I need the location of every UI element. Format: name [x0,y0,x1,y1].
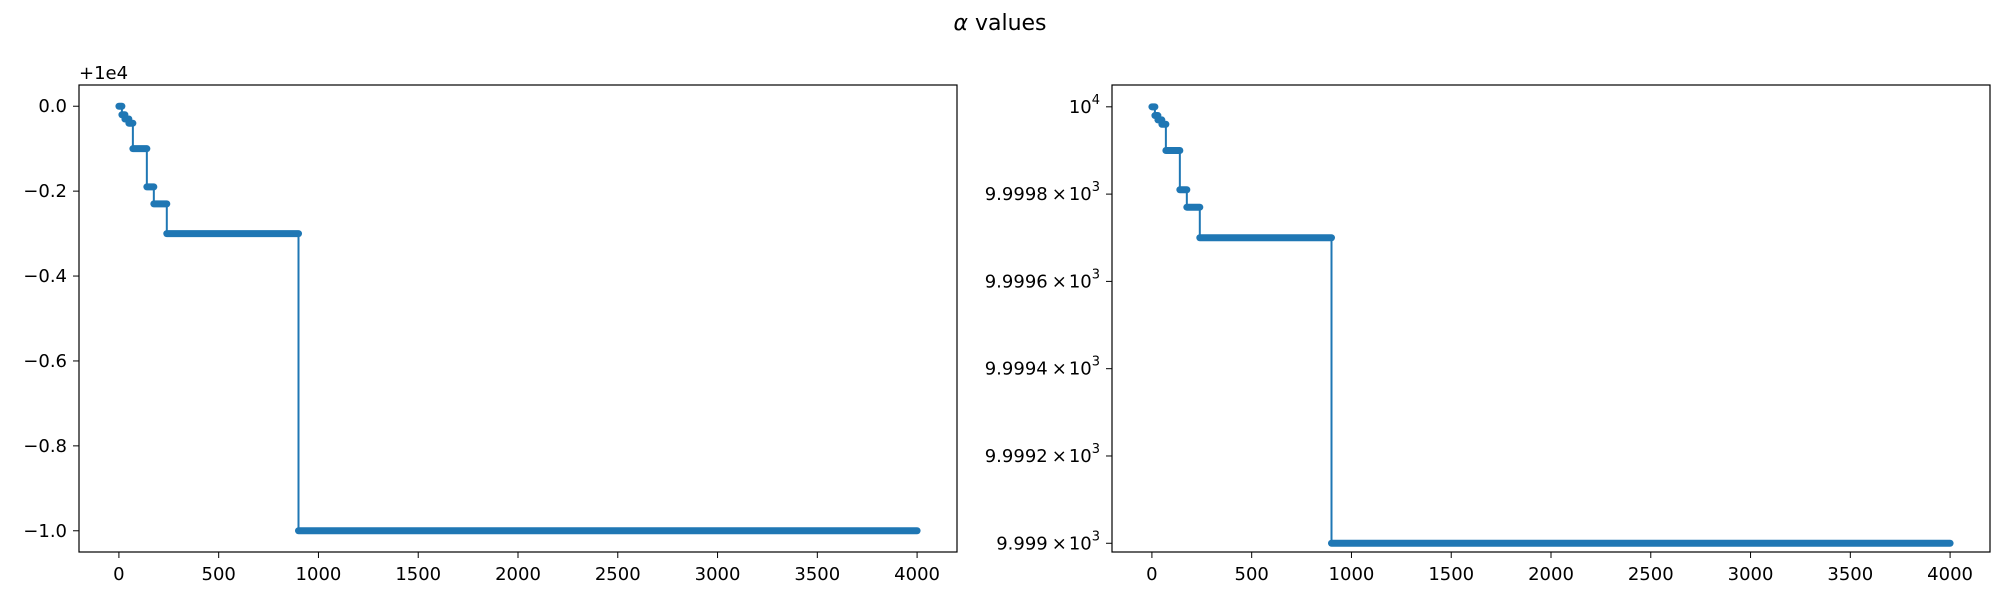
chart-0-y-tick-label: 0.0 [38,96,67,117]
chart-0-x-tick-label: 3000 [695,564,741,585]
chart-0-x-tick-label: 3500 [794,564,840,585]
chart-1-y-tick-label: 9.9994 × 103 [985,355,1100,380]
chart-0-offset-label: +1e4 [79,63,128,84]
chart-0-x-tick-label: 2000 [495,564,541,585]
figure-title-text: values [975,11,1047,36]
chart-0-y-tick-label: −0.6 [23,351,67,372]
chart-1-y-tick-label: 9.9998 × 103 [985,180,1100,205]
chart-1-y-tick-label: 9.9992 × 103 [985,442,1100,467]
chart-0-x-tick-label: 0 [113,564,124,585]
log-axes: 0 500 1000 1500 2000 2500 3000 3500 4000 104 9.999… [985,84,1991,585]
chart-0-y-tick-label: −1.0 [23,521,67,542]
chart-1-x-tick-label: 1500 [1428,564,1474,585]
chart-1-x-tick-label: 500 [1235,564,1269,585]
chart-1-x-tick-label: 2500 [1628,564,1674,585]
chart-1-y-tick-label: 104 [1069,93,1100,118]
chart-0-x-tick-label: 2500 [595,564,641,585]
chart-1-x-tick-label: 0 [1146,564,1157,585]
chart-1-x-tick-label: 2000 [1528,564,1574,585]
figure-title-symbol: α [953,11,968,36]
chart-0-frame [78,84,958,553]
chart-1-x-tick-label: 4000 [1927,564,1973,585]
chart-0-x-tick-label: 500 [202,564,236,585]
chart-1-y-tick-label: 9.999 × 103 [996,529,1100,554]
chart-1-x-tick-label: 1000 [1329,564,1375,585]
chart-0-y-tick-label: −0.8 [23,436,67,457]
chart-0-series-line [118,105,918,532]
chart-0-y-tick-label: −0.4 [23,266,67,287]
chart-1-x-tick-label: 3000 [1728,564,1774,585]
chart-1-series-line [1151,105,1951,545]
chart-0-x-tick-label: 4000 [894,564,940,585]
chart-1-y-tick-label: 9.9996 × 103 [985,267,1100,292]
linear-axes: 0 500 1000 1500 2000 2500 3000 3500 4000 0.0 −0.2 −… [23,63,958,585]
chart-0-x-tick-label: 1500 [395,564,441,585]
figure-title: α values [953,11,1046,36]
chart-0-y-tick-label: −0.2 [23,181,67,202]
chart-1-x-tick-label: 3500 [1827,564,1873,585]
chart-0-x-tick-label: 1000 [296,564,342,585]
chart-1-frame [1111,84,1991,553]
